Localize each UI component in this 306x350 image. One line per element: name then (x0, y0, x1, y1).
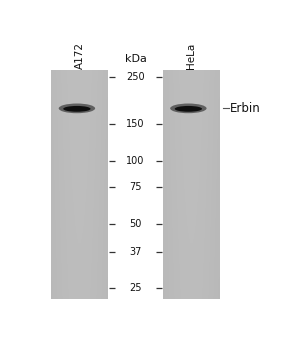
Text: 25: 25 (129, 283, 142, 293)
Ellipse shape (170, 104, 207, 113)
Ellipse shape (168, 102, 208, 115)
Ellipse shape (59, 104, 95, 113)
Text: HeLa: HeLa (186, 43, 196, 69)
Text: 250: 250 (126, 72, 145, 82)
Text: 50: 50 (129, 219, 142, 229)
Ellipse shape (57, 102, 97, 115)
Text: Erbin: Erbin (230, 102, 261, 115)
Ellipse shape (175, 106, 202, 112)
Text: A172: A172 (75, 42, 85, 69)
Text: 100: 100 (126, 156, 145, 166)
Text: 37: 37 (129, 247, 142, 257)
Text: 150: 150 (126, 119, 145, 129)
Text: kDa: kDa (125, 54, 146, 64)
Text: 75: 75 (129, 182, 142, 192)
Ellipse shape (63, 106, 91, 112)
